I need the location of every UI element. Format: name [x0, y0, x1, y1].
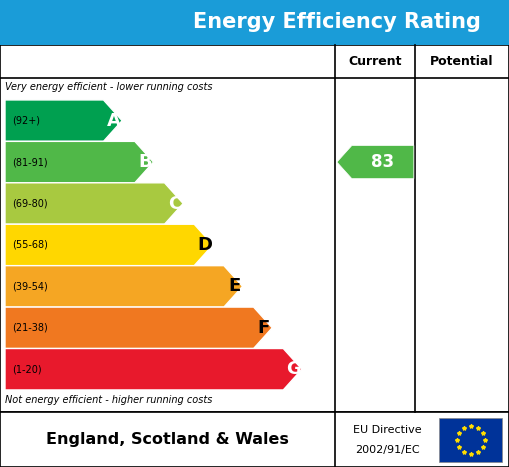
- Polygon shape: [5, 266, 243, 307]
- Text: Energy Efficiency Rating: Energy Efficiency Rating: [193, 12, 482, 31]
- Text: (21-38): (21-38): [12, 323, 48, 333]
- Text: 83: 83: [371, 153, 394, 171]
- Text: EU Directive: EU Directive: [353, 425, 421, 435]
- Text: A: A: [107, 112, 121, 130]
- Bar: [0, 0, 509, 45]
- Text: C: C: [168, 195, 181, 212]
- Text: (55-68): (55-68): [12, 240, 48, 250]
- Text: 2002/91/EC: 2002/91/EC: [355, 445, 419, 454]
- Text: Not energy efficient - higher running costs: Not energy efficient - higher running co…: [5, 395, 212, 405]
- Text: (92+): (92+): [12, 116, 40, 126]
- Bar: [0, 45, 509, 412]
- Text: D: D: [197, 236, 212, 254]
- Text: (1-20): (1-20): [12, 364, 42, 374]
- Text: Current: Current: [348, 55, 402, 68]
- Text: (81-91): (81-91): [12, 157, 48, 167]
- Polygon shape: [417, 104, 505, 138]
- Text: E: E: [228, 277, 240, 295]
- Text: B: B: [138, 153, 152, 171]
- Polygon shape: [5, 142, 154, 183]
- Polygon shape: [337, 146, 414, 179]
- Bar: [0, 412, 509, 467]
- Polygon shape: [5, 100, 122, 142]
- Bar: [439, 418, 502, 461]
- Polygon shape: [5, 224, 213, 266]
- Polygon shape: [5, 183, 183, 224]
- Text: (69-80): (69-80): [12, 198, 48, 208]
- Text: England, Scotland & Wales: England, Scotland & Wales: [46, 432, 289, 447]
- Text: 118: 118: [451, 112, 486, 130]
- Text: (39-54): (39-54): [12, 282, 48, 291]
- Text: Very energy efficient - lower running costs: Very energy efficient - lower running co…: [5, 82, 212, 92]
- Polygon shape: [5, 348, 302, 390]
- Polygon shape: [5, 307, 272, 348]
- Text: Potential: Potential: [430, 55, 494, 68]
- Text: G: G: [286, 360, 301, 378]
- Text: F: F: [258, 319, 270, 337]
